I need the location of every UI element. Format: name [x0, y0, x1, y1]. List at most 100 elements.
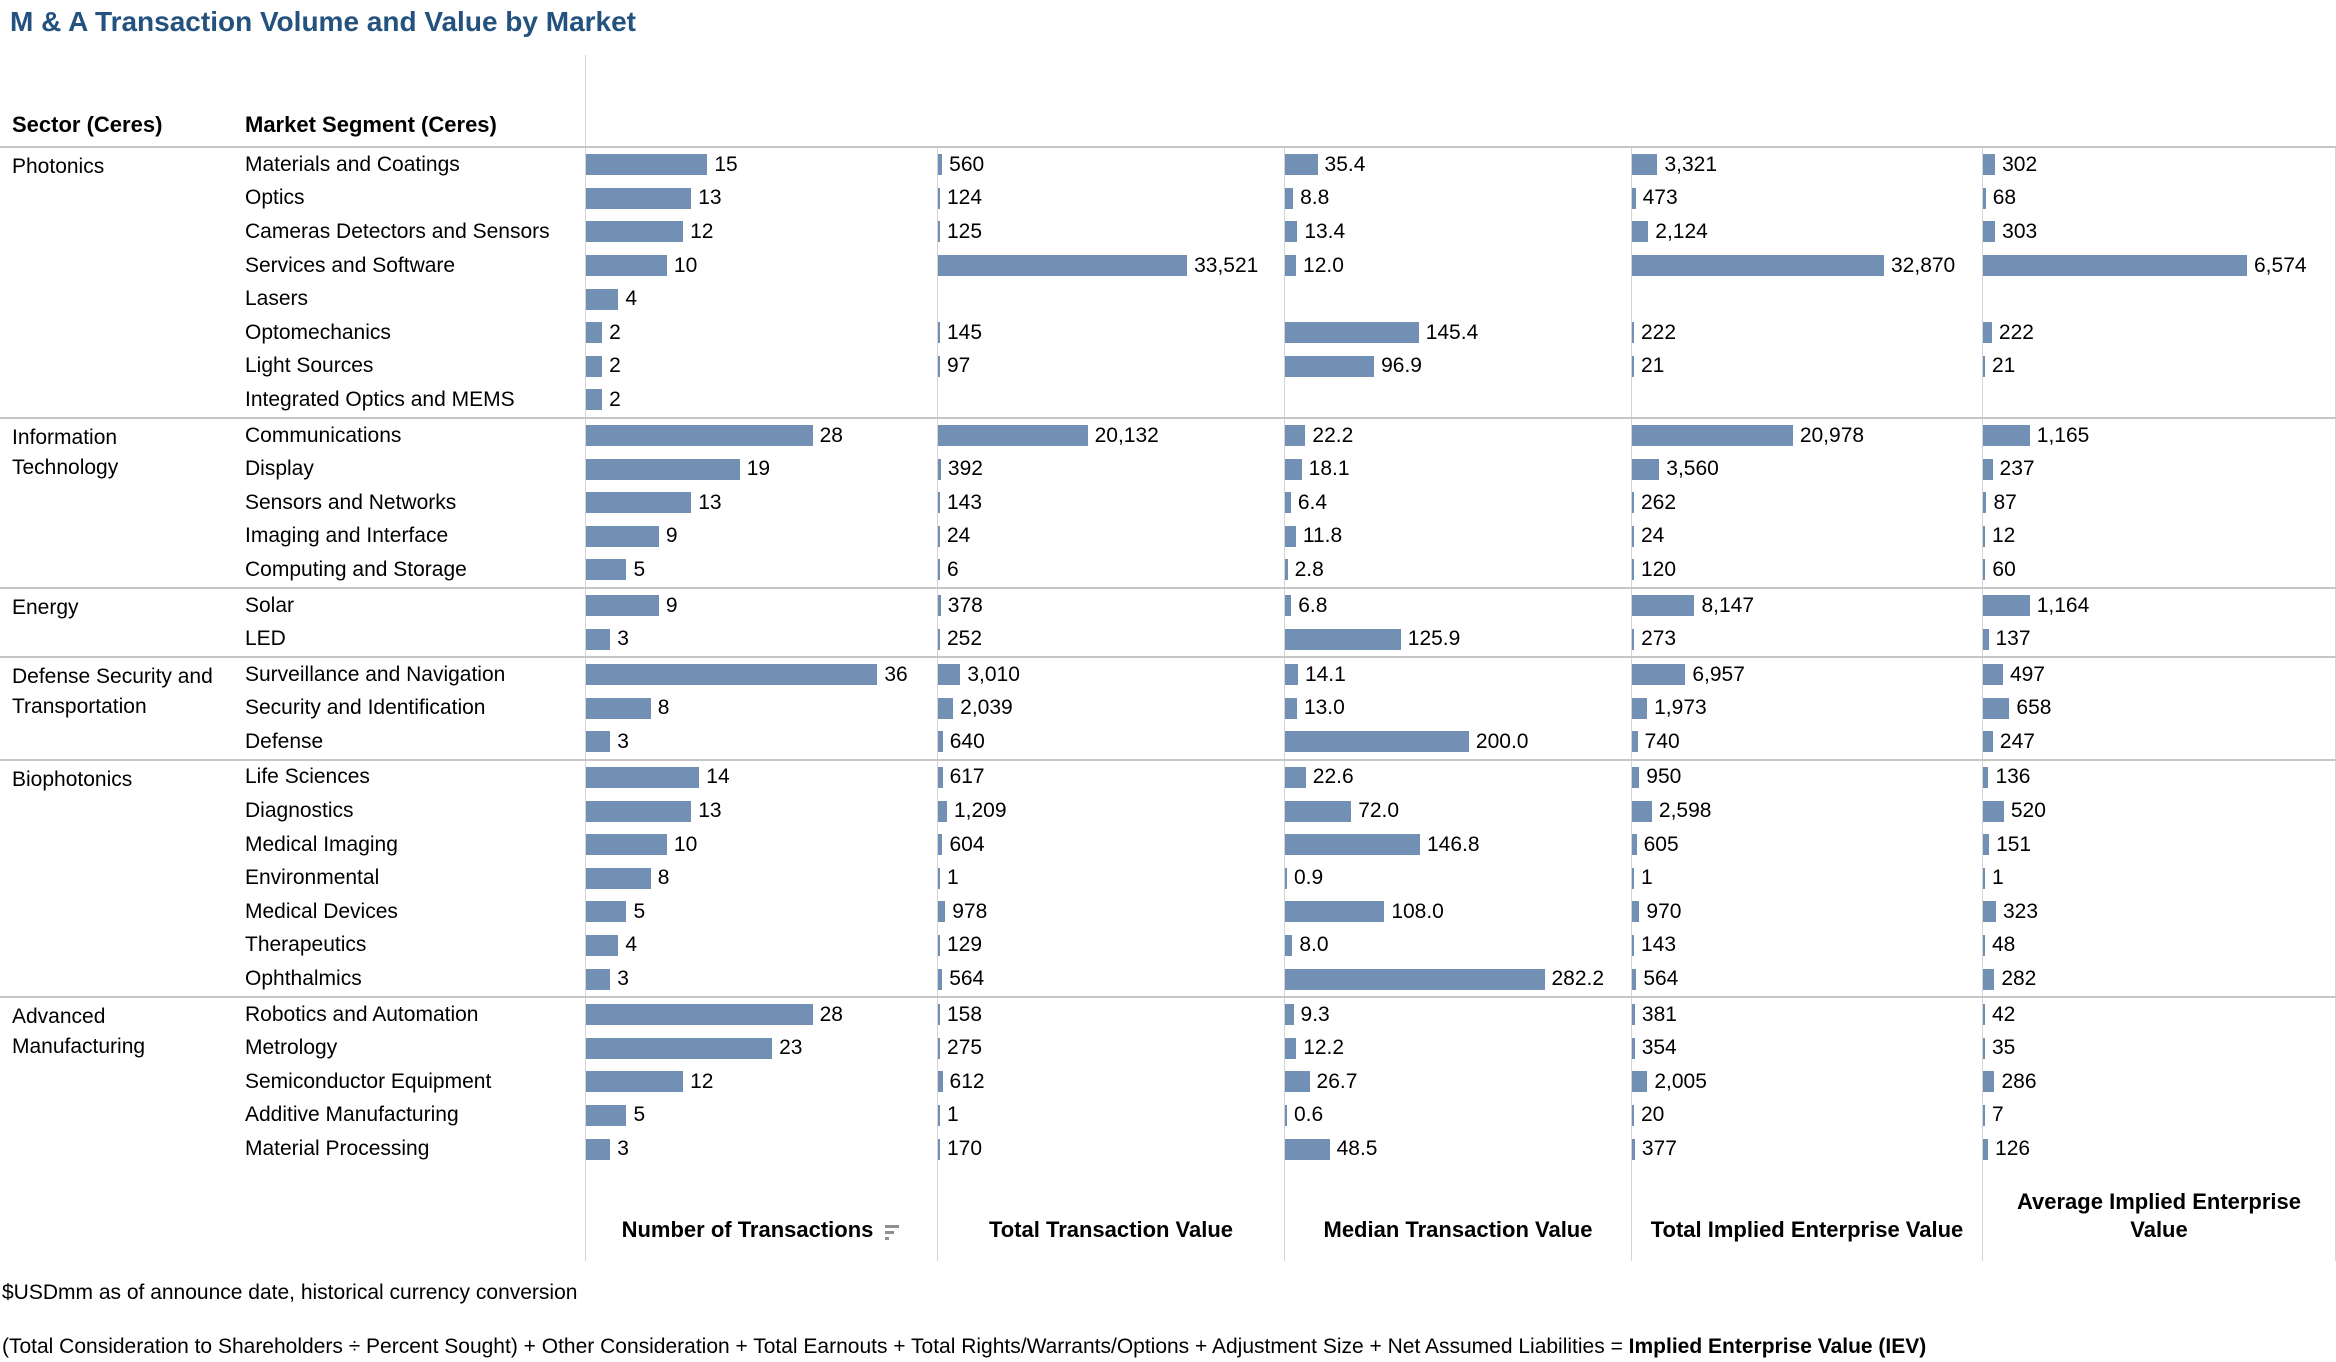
bar[interactable] — [1983, 458, 1993, 480]
bar[interactable] — [1632, 492, 1634, 514]
bar[interactable] — [938, 322, 940, 344]
segment-label[interactable]: Solar — [245, 593, 295, 617]
segment-label[interactable]: Metrology — [245, 1036, 338, 1060]
bar[interactable] — [1983, 187, 1986, 209]
segment-label[interactable]: Lasers — [245, 287, 309, 311]
bar[interactable] — [586, 901, 627, 923]
bar[interactable] — [586, 766, 700, 788]
bar[interactable] — [1983, 221, 1996, 243]
bar[interactable] — [586, 1004, 813, 1026]
bar[interactable] — [938, 425, 1088, 447]
bar[interactable] — [1983, 697, 2010, 719]
sector-label[interactable]: Energy — [12, 595, 79, 619]
bar[interactable] — [586, 697, 651, 719]
segment-label[interactable]: Sensors and Networks — [245, 490, 457, 514]
bar[interactable] — [1285, 800, 1352, 822]
bar[interactable] — [938, 458, 941, 480]
bar[interactable] — [1632, 458, 1660, 480]
segment-label[interactable]: Security and Identification — [245, 696, 486, 720]
bar[interactable] — [938, 697, 954, 719]
bar[interactable] — [938, 525, 940, 547]
segment-label[interactable]: Light Sources — [245, 354, 374, 378]
segment-label[interactable]: Optics — [245, 186, 305, 210]
bar[interactable] — [1983, 1104, 1985, 1126]
bar[interactable] — [938, 901, 946, 923]
bar[interactable] — [586, 800, 692, 822]
bar[interactable] — [1285, 1138, 1330, 1160]
segment-label[interactable]: Medical Devices — [245, 899, 398, 923]
bar[interactable] — [1632, 1071, 1648, 1093]
bar[interactable] — [1632, 595, 1695, 617]
bar[interactable] — [938, 221, 940, 243]
bar[interactable] — [1285, 322, 1419, 344]
bar[interactable] — [1983, 559, 1986, 581]
bar[interactable] — [938, 595, 941, 617]
bar[interactable] — [938, 1004, 940, 1026]
bar[interactable] — [1285, 425, 1306, 447]
segment-label[interactable]: Services and Software — [245, 253, 456, 277]
bar[interactable] — [1632, 834, 1637, 856]
bar[interactable] — [1983, 525, 1985, 547]
bar[interactable] — [938, 187, 940, 209]
bar[interactable] — [1632, 355, 1634, 377]
bar[interactable] — [586, 1037, 773, 1059]
sector-label[interactable]: Biophotonics — [12, 767, 133, 791]
bar[interactable] — [1285, 221, 1298, 243]
segment-label[interactable]: Computing and Storage — [245, 557, 467, 581]
bar[interactable] — [1285, 901, 1385, 923]
bar[interactable] — [1632, 800, 1652, 822]
bar[interactable] — [1285, 559, 1288, 581]
bar[interactable] — [586, 355, 603, 377]
bar[interactable] — [1632, 901, 1640, 923]
bar[interactable] — [1983, 664, 2003, 686]
bar[interactable] — [1983, 595, 2030, 617]
bar[interactable] — [586, 664, 878, 686]
bar[interactable] — [1632, 731, 1638, 753]
bar[interactable] — [1632, 154, 1658, 176]
axis-title-average-implied-enterprise-value[interactable]: Average Implied Enterprise Value — [1982, 1165, 2336, 1261]
bar[interactable] — [938, 968, 943, 990]
bar[interactable] — [938, 766, 943, 788]
segment-label[interactable]: Therapeutics — [245, 933, 367, 957]
bar[interactable] — [586, 628, 611, 650]
bar[interactable] — [938, 1071, 943, 1093]
axis-title-total-transaction-value[interactable]: Total Transaction Value — [937, 1165, 1284, 1261]
bar[interactable] — [586, 458, 740, 480]
bar[interactable] — [586, 525, 659, 547]
bar[interactable] — [586, 731, 611, 753]
segment-label[interactable]: Surveillance and Navigation — [245, 662, 506, 686]
axis-title-median-transaction-value[interactable]: Median Transaction Value — [1284, 1165, 1631, 1261]
segment-label[interactable]: Display — [245, 457, 314, 481]
bar[interactable] — [938, 154, 943, 176]
bar[interactable] — [1285, 664, 1298, 686]
sort-descending-icon[interactable] — [882, 1223, 901, 1242]
bar[interactable] — [586, 389, 603, 411]
segment-label[interactable]: Materials and Coatings — [245, 152, 460, 176]
bar[interactable] — [1632, 1104, 1634, 1126]
bar[interactable] — [1285, 834, 1420, 856]
bar[interactable] — [586, 559, 627, 581]
bar[interactable] — [1983, 766, 1989, 788]
bar[interactable] — [1983, 934, 1985, 956]
bar[interactable] — [1983, 1004, 1985, 1026]
bar[interactable] — [586, 1071, 684, 1093]
bar[interactable] — [1285, 492, 1291, 514]
sector-label[interactable]: Photonics — [12, 155, 105, 178]
bar[interactable] — [1983, 492, 1987, 514]
segment-label[interactable]: Communications — [245, 423, 402, 447]
segment-label[interactable]: Integrated Optics and MEMS — [245, 387, 515, 411]
bar[interactable] — [1632, 559, 1634, 581]
column-header-segment[interactable]: Market Segment (Ceres) — [245, 112, 497, 137]
bar[interactable] — [1632, 664, 1686, 686]
bar[interactable] — [1632, 697, 1648, 719]
bar[interactable] — [1983, 322, 1992, 344]
bar[interactable] — [1983, 154, 1996, 176]
bar[interactable] — [1983, 731, 1993, 753]
bar[interactable] — [1285, 1071, 1310, 1093]
bar[interactable] — [1285, 187, 1294, 209]
bar[interactable] — [1285, 968, 1545, 990]
bar[interactable] — [1983, 355, 1985, 377]
bar[interactable] — [938, 834, 943, 856]
bar[interactable] — [1285, 595, 1292, 617]
bar[interactable] — [1632, 187, 1636, 209]
